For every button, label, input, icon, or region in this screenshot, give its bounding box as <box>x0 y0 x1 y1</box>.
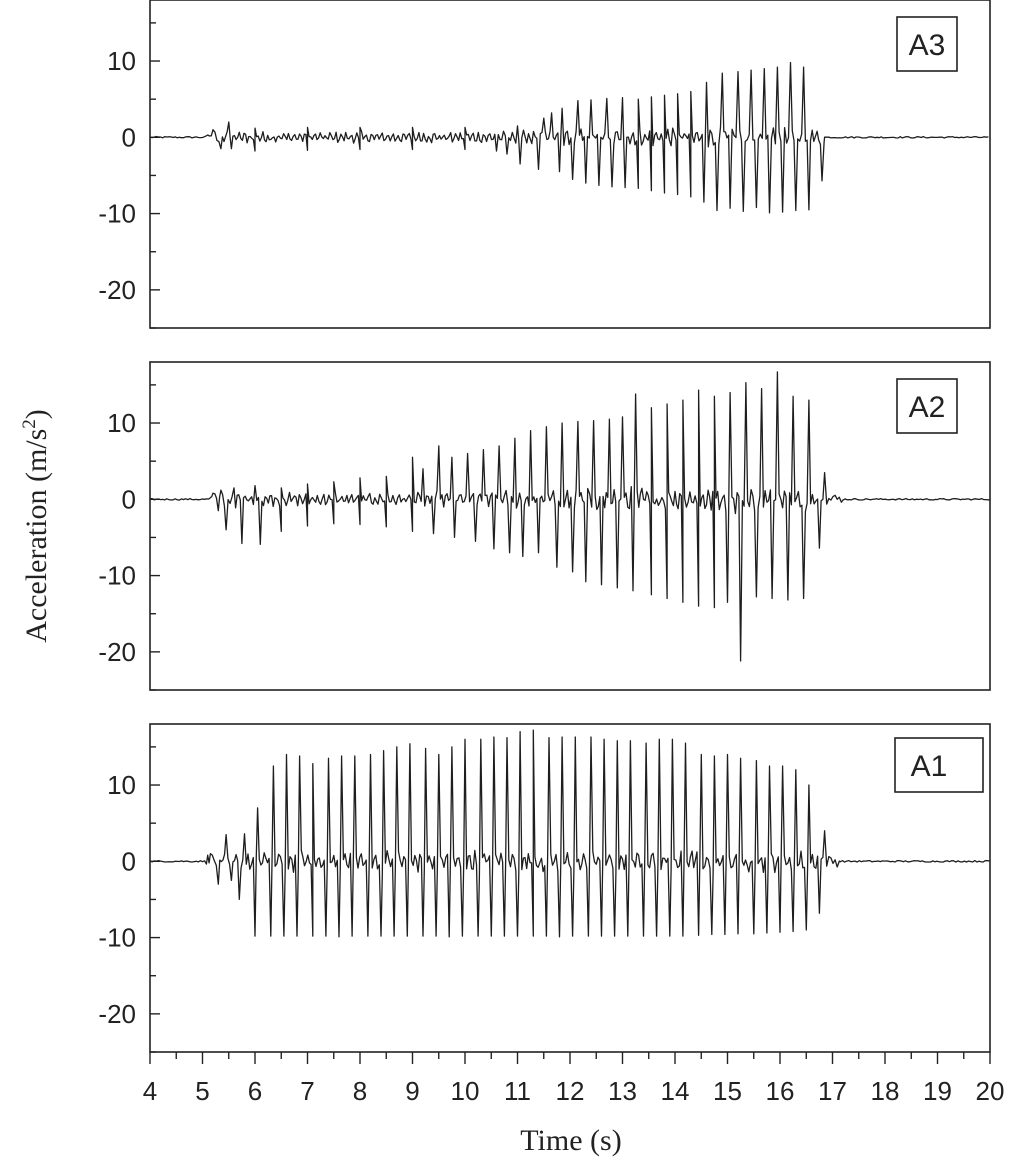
panel-label-box <box>896 378 958 434</box>
y-tick-label: -20 <box>98 275 136 305</box>
x-tick-label: 9 <box>405 1076 419 1106</box>
trace-a3 <box>149 61 989 214</box>
x-tick-label: 19 <box>923 1076 952 1106</box>
trace-a1 <box>149 729 990 938</box>
y-tick-label: -10 <box>98 561 136 591</box>
x-tick-label: 20 <box>976 1076 1005 1106</box>
y-axis-title-main: Acceleration (m/s <box>20 429 53 643</box>
y-tick-label: 0 <box>122 122 136 152</box>
panel-label-a3: A3 <box>909 29 946 62</box>
x-tick-label: 8 <box>353 1076 367 1106</box>
panel-frame <box>149 723 991 1053</box>
panel-ticks: 10 0 -10 -20 <box>98 746 160 1053</box>
panel-frame <box>149 0 991 329</box>
x-tick-label: 18 <box>871 1076 900 1106</box>
x-axis: 4 5 6 7 8 9 10 11 12 13 14 15 16 17 18 19 20 <box>143 1052 1005 1106</box>
y-tick-label: -10 <box>98 923 136 953</box>
panel-label-a2: A2 <box>909 391 946 424</box>
y-axis-title: Acceleration (m/s2) <box>19 409 53 643</box>
x-tick-label: 10 <box>451 1076 480 1106</box>
y-tick-label: -20 <box>98 999 136 1029</box>
x-tick-label: 12 <box>556 1076 585 1106</box>
x-tick-label: 6 <box>248 1076 262 1106</box>
panel-a3: 10 0 -10 -20 A3 <box>98 0 991 329</box>
panel-ticks: 10 0 -10 -20 <box>98 22 160 329</box>
x-tick-label: 14 <box>661 1076 690 1106</box>
x-tick-label: 7 <box>300 1076 314 1106</box>
y-tick-label: -10 <box>98 199 136 229</box>
panel-a1: 10 0 -10 -20 A1 <box>98 723 991 1053</box>
panel-label-a1: A1 <box>911 750 948 783</box>
x-tick-label: 16 <box>766 1076 795 1106</box>
x-tick-label: 5 <box>195 1076 209 1106</box>
x-tick-label: 4 <box>143 1076 157 1106</box>
panel-a2: 10 0 -10 -20 A2 <box>98 361 991 691</box>
y-tick-label: 10 <box>107 46 136 76</box>
y-axis-title-sup: 2 <box>19 419 40 429</box>
y-axis-title-close: ) <box>20 409 53 419</box>
x-tick-label: 11 <box>504 1076 531 1106</box>
panel-ticks: 10 0 -10 -20 <box>98 384 160 691</box>
x-tick-label: 15 <box>713 1076 742 1106</box>
y-tick-label: 10 <box>107 408 136 438</box>
x-tick-label: 13 <box>608 1076 637 1106</box>
x-axis-title: Time (s) <box>520 1124 621 1157</box>
panel-frame <box>149 361 991 691</box>
x-tick-label: 17 <box>818 1076 847 1106</box>
panel-label-box <box>894 737 984 793</box>
y-tick-label: -20 <box>98 637 136 667</box>
y-tick-label: 0 <box>122 846 136 876</box>
trace-a2 <box>150 371 991 662</box>
panel-label-box <box>896 16 958 72</box>
y-tick-label: 0 <box>122 484 136 514</box>
y-tick-label: 10 <box>107 770 136 800</box>
